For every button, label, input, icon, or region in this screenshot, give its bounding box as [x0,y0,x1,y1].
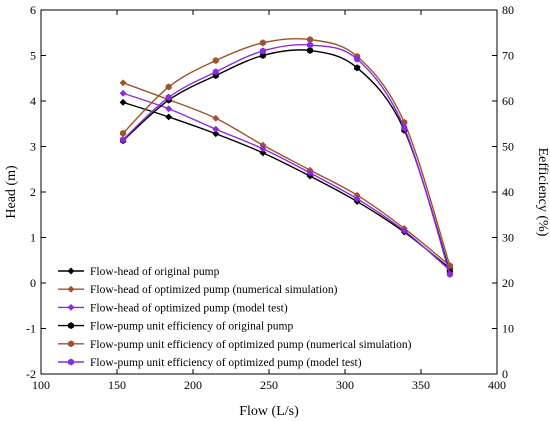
data-point [165,113,173,121]
data-point [354,55,361,63]
series-5 [120,41,453,278]
data-point [307,41,314,49]
x-tick-label: 350 [412,378,430,392]
series-line [122,101,451,269]
data-point [165,83,172,91]
left-y-tick-label: -1 [26,322,36,336]
series-line [122,82,451,267]
data-point [212,114,220,122]
left-y-tick-label: 0 [30,276,36,290]
data-point [400,227,408,235]
legend-swatch-marker [67,322,75,330]
left-y-tick-label: 1 [30,231,36,245]
legend-swatch-marker [67,303,75,311]
legend-swatch-marker [67,358,75,366]
data-point [354,64,361,72]
legend-label: Flow-head of optimized pump (model test) [90,302,288,314]
data-point [259,39,266,47]
data-point [165,105,173,113]
data-point [119,89,127,97]
x-tick-label: 300 [336,378,354,392]
legend-label: Flow-head of optimized pump (numerical s… [90,284,338,296]
x-tick-label: 400 [488,378,506,392]
legend-label: Flow-head of original pump [90,266,220,278]
x-tick-label: 150 [108,378,126,392]
right-y-tick-label: 80 [502,3,514,17]
left-y-tick-label: 2 [30,185,36,199]
x-tick-label: 100 [32,378,50,392]
legend-label: Flow-pump unit efficiency of optimized p… [90,357,362,369]
right-y-tick-label: 50 [502,140,514,154]
left-y-tick-label: -2 [26,367,36,381]
data-point [212,57,219,64]
data-point [401,124,408,132]
legend-item: Flow-head of optimized pump (model test) [58,302,288,314]
data-point [259,47,266,55]
legend-label: Flow-pump unit efficiency of optimized p… [90,339,412,351]
data-point [120,136,127,144]
x-tick-label: 250 [260,378,278,392]
data-point [119,98,127,106]
right-y-axis-title: Eefficiency (%) [535,148,550,237]
legend-item: Flow-pump unit efficiency of original pu… [58,321,293,333]
legend-item: Flow-pump unit efficiency of optimized p… [58,339,412,351]
series-line [122,37,451,266]
left-y-tick-label: 5 [30,49,36,63]
data-point [306,169,314,177]
data-point [353,195,361,203]
series-line [122,92,451,271]
right-y-tick-label: 30 [502,231,514,245]
left-y-tick-label: 6 [30,3,36,17]
x-tick-label: 200 [184,378,202,392]
data-point [446,270,453,278]
data-point [307,47,314,54]
right-y-tick-label: 10 [502,322,514,336]
legend-swatch-marker [67,267,75,275]
data-point [212,68,219,76]
legend: Flow-head of original pump Flow-head of o… [58,266,412,369]
axes: 100 150 200 250 300 350 400-2-1012345601020304… [26,3,514,392]
data-point [212,125,220,133]
right-y-tick-label: 0 [502,367,508,381]
data-point [259,52,266,59]
data-point [119,79,127,87]
data-point [120,129,127,137]
right-y-tick-label: 60 [502,94,514,108]
data-point [212,130,220,138]
left-y-axis-title: Head (m) [4,165,19,219]
right-y-tick-label: 40 [502,185,514,199]
left-y-tick-label: 4 [30,94,36,108]
data-point [165,93,172,101]
legend-swatch-marker [67,340,75,348]
series-line [122,44,451,275]
legend-swatch-marker [67,285,75,293]
series-2 [119,89,454,274]
right-y-tick-label: 20 [502,276,514,290]
data-point [259,145,267,153]
data-point [259,149,267,157]
legend-item: Flow-pump unit efficiency of optimized p… [58,357,362,369]
plot-series [119,36,454,278]
right-y-tick-label: 70 [502,49,514,63]
legend-item: Flow-head of optimized pump (numerical s… [58,284,338,296]
legend-label: Flow-pump unit efficiency of original pu… [90,321,293,333]
x-axis-title: Flow (L/s) [239,404,299,419]
legend-item: Flow-head of original pump [58,266,220,278]
left-y-tick-label: 3 [30,140,36,154]
